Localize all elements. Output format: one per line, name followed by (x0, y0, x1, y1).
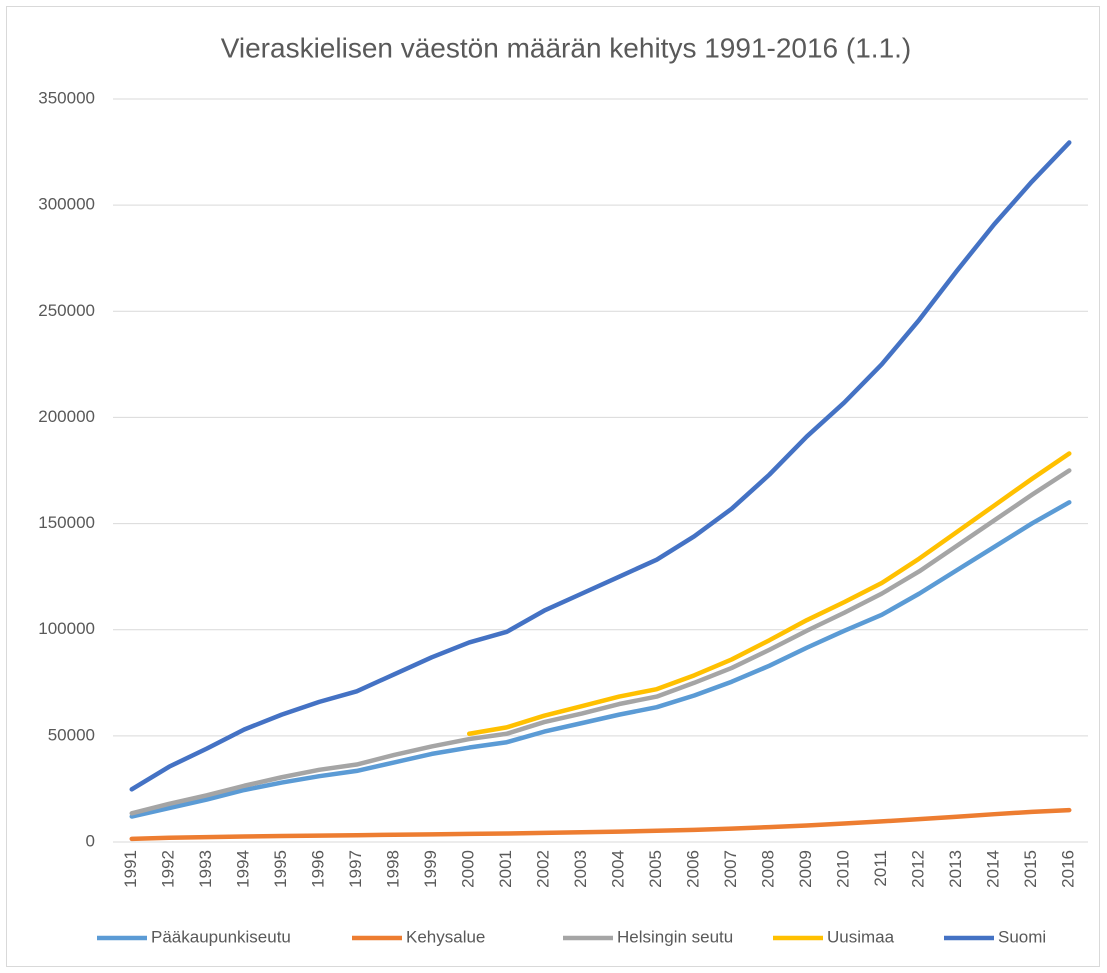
series-line (467, 451, 1072, 736)
x-tick-label: 1996 (309, 850, 328, 888)
legend-label: Uusimaa (827, 927, 895, 946)
legend-label: Suomi (998, 927, 1046, 946)
x-tick-label: 1994 (234, 850, 253, 888)
x-tick-label: 2010 (834, 850, 853, 888)
y-tick-label: 100000 (38, 619, 95, 638)
x-tick-label: 2003 (571, 850, 590, 888)
legend-label: Helsingin seutu (617, 927, 733, 946)
x-tick-label: 2015 (1021, 850, 1040, 888)
x-tick-label: 2001 (496, 850, 515, 888)
x-tick-label: 1991 (121, 850, 140, 888)
legend-label: Pääkaupunkiseutu (151, 927, 291, 946)
x-tick-label: 2002 (534, 850, 553, 888)
y-tick-label: 250000 (38, 301, 95, 320)
x-tick-label: 2000 (459, 850, 478, 888)
series-line (129, 500, 1072, 819)
x-tick-label: 2012 (909, 850, 928, 888)
x-tick-label: 2007 (721, 850, 740, 888)
x-tick-label: 1997 (346, 850, 365, 888)
x-tick-label: 2009 (796, 850, 815, 888)
series-line (129, 468, 1072, 816)
x-tick-label: 1992 (159, 850, 178, 888)
x-tick-label: 2013 (946, 850, 965, 888)
series-line (129, 807, 1072, 842)
series-line (129, 140, 1072, 792)
x-tick-label: 1995 (271, 850, 290, 888)
chart-title: Vieraskielisen väestön määrän kehitys 19… (221, 32, 912, 63)
legend-label: Kehysalue (406, 927, 485, 946)
x-tick-label: 2006 (684, 850, 703, 888)
y-tick-label: 350000 (38, 88, 95, 107)
x-tick-label: 1999 (421, 850, 440, 888)
x-tick-label: 2014 (984, 850, 1003, 888)
x-tick-label: 1998 (384, 850, 403, 888)
x-tick-label: 2005 (646, 850, 665, 888)
y-tick-label: 300000 (38, 195, 95, 214)
x-tick-label: 1993 (196, 850, 215, 888)
y-tick-label: 0 (86, 831, 95, 850)
x-tick-label: 2008 (759, 850, 778, 888)
x-tick-label: 2004 (609, 850, 628, 888)
y-tick-label: 200000 (38, 407, 95, 426)
y-tick-label: 50000 (48, 725, 95, 744)
chart-border (6, 6, 1100, 967)
x-tick-label: 2011 (871, 850, 890, 887)
y-tick-label: 150000 (38, 513, 95, 532)
x-tick-label: 2016 (1059, 850, 1078, 888)
